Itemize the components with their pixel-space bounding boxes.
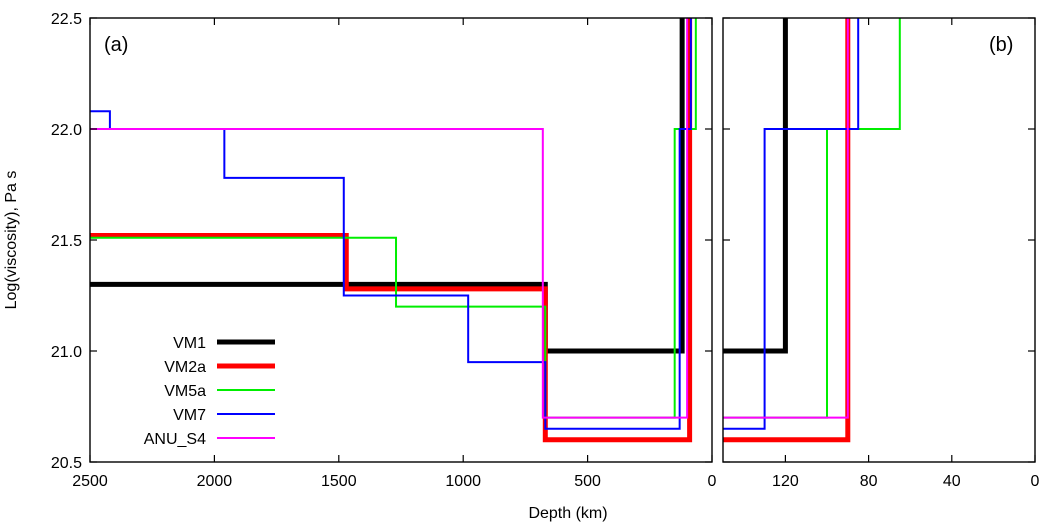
x-tick-label-a-1000: 1000	[445, 473, 481, 490]
panel-b: 120 80 40 0 (b)	[722, 17, 1040, 490]
series-vm5a-line-a	[90, 18, 697, 419]
y-tick-label-21.0: 21.0	[51, 344, 82, 361]
y-tick-label-22.0: 22.0	[51, 122, 82, 139]
x-axis-title: Depth (km)	[528, 505, 607, 522]
series-vm1-line-b	[723, 18, 788, 354]
x-tick-label-a-2000: 2000	[197, 473, 233, 490]
series-vm2a-line-a	[90, 18, 693, 443]
legend: VM1 VM2a VM5a VM7 ANU_S4	[144, 335, 275, 448]
y-tick-label-22.5: 22.5	[51, 11, 82, 28]
series-vm5a-line-b	[723, 18, 901, 419]
x-tick-label-b-80: 80	[860, 473, 878, 490]
legend-label-vm7: VM7	[173, 407, 206, 424]
legend-label-anu-s4: ANU_S4	[144, 431, 206, 448]
x-tick-label-b-120: 120	[772, 473, 799, 490]
panel-b-ticks: 120 80 40 0	[723, 17, 1040, 490]
panel-b-frame	[722, 17, 1036, 463]
y-axis-title: Log(viscosity), Pa s	[3, 171, 20, 310]
legend-label-vm5a: VM5a	[164, 383, 206, 400]
series-anu-s4-line-a	[90, 18, 689, 419]
series-anu-s4-line-b	[723, 18, 849, 419]
y-tick-label-20.5: 20.5	[51, 455, 82, 472]
series-vm7-line-b	[723, 18, 860, 430]
y-tick-label-21.5: 21.5	[51, 233, 82, 250]
x-tick-label-a-2500: 2500	[72, 473, 108, 490]
panel-a-ticks: 2500 2000 1500 1000 500 0 20.5 21.0 21.5 22.0 22.5	[51, 11, 717, 490]
x-tick-label-a-0: 0	[708, 473, 717, 490]
legend-label-vm2a: VM2a	[164, 359, 206, 376]
x-tick-label-a-500: 500	[574, 473, 601, 490]
panel-a: 2500 2000 1500 1000 500 0 20.5 21.0 21.5 22.0 22.5…	[51, 11, 717, 490]
panel-b-series	[723, 18, 901, 443]
panel-a-series	[90, 18, 697, 443]
series-vm2a-line-b	[723, 18, 851, 443]
x-tick-label-a-1500: 1500	[321, 473, 357, 490]
x-tick-label-b-40: 40	[943, 473, 961, 490]
legend-label-vm1: VM1	[173, 335, 206, 352]
series-vm1-line-a	[90, 18, 685, 354]
panel-b-label: (b)	[989, 34, 1013, 56]
panel-a-label: (a)	[104, 34, 128, 56]
x-tick-label-b-0: 0	[1031, 473, 1040, 490]
